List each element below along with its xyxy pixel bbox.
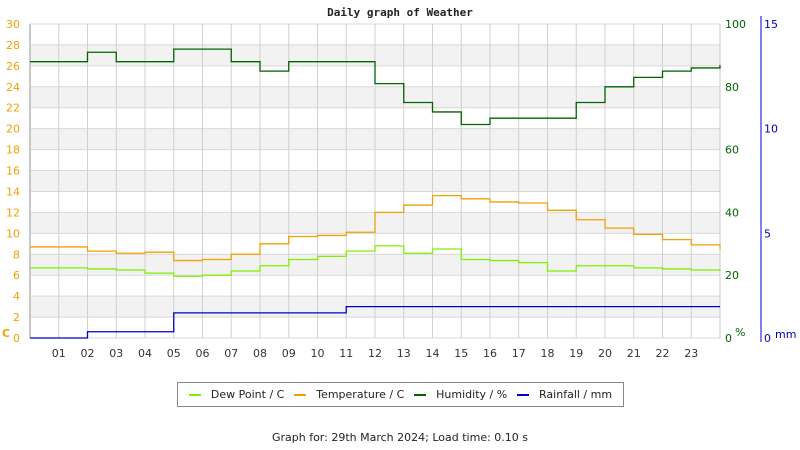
svg-text:40: 40 <box>725 206 739 219</box>
legend-item-temperature: Temperature / C <box>294 388 404 401</box>
svg-text:0: 0 <box>13 332 20 345</box>
chart-legend: Dew Point / C Temperature / C Humidity /… <box>177 382 624 407</box>
svg-text:30: 30 <box>6 18 20 31</box>
dew-point-line <box>30 245 721 277</box>
svg-text:15: 15 <box>764 18 778 31</box>
svg-text:%: % <box>735 326 745 339</box>
svg-text:17: 17 <box>512 347 526 360</box>
svg-text:28: 28 <box>6 39 20 52</box>
legend-item-rainfall: Rainfall / mm <box>517 388 612 401</box>
svg-text:11: 11 <box>339 347 353 360</box>
svg-text:15: 15 <box>454 347 468 360</box>
humidity-line <box>30 48 721 126</box>
svg-text:04: 04 <box>138 347 152 360</box>
footer-info: Graph for: 29th March 2024; Load time: 0… <box>271 431 529 444</box>
svg-text:06: 06 <box>196 347 210 360</box>
svg-text:16: 16 <box>6 165 20 178</box>
svg-text:16: 16 <box>483 347 497 360</box>
svg-text:12: 12 <box>368 347 382 360</box>
svg-text:09: 09 <box>282 347 296 360</box>
svg-text:03: 03 <box>109 347 123 360</box>
svg-text:10: 10 <box>764 123 778 136</box>
chart-title: Daily graph of Weather <box>327 6 473 19</box>
svg-text:6: 6 <box>13 269 20 282</box>
svg-text:20: 20 <box>725 269 739 282</box>
data-series <box>30 48 721 339</box>
svg-text:10: 10 <box>311 347 325 360</box>
legend-item-dew-point: Dew Point / C <box>188 388 285 401</box>
svg-text:21: 21 <box>627 347 641 360</box>
svg-text:19: 19 <box>569 347 583 360</box>
svg-text:C: C <box>2 327 10 340</box>
svg-text:100: 100 <box>725 18 746 31</box>
svg-text:80: 80 <box>725 81 739 94</box>
svg-text:08: 08 <box>253 347 267 360</box>
svg-text:24: 24 <box>6 81 20 94</box>
humidity-swatch <box>414 393 427 396</box>
svg-text:23: 23 <box>684 347 698 360</box>
svg-text:18: 18 <box>6 144 20 157</box>
svg-text:0: 0 <box>725 332 732 345</box>
svg-text:22: 22 <box>656 347 670 360</box>
legend-label: Rainfall / mm <box>539 388 613 401</box>
svg-text:05: 05 <box>167 347 181 360</box>
svg-text:5: 5 <box>764 227 771 240</box>
svg-text:mm: mm <box>775 328 796 341</box>
svg-text:26: 26 <box>6 60 20 73</box>
rainfall-line <box>30 305 720 339</box>
dew-point-swatch <box>188 393 201 396</box>
svg-text:8: 8 <box>13 248 20 261</box>
svg-text:20: 20 <box>598 347 612 360</box>
legend-item-humidity: Humidity / % <box>414 388 507 401</box>
legend-label: Temperature / C <box>316 388 405 401</box>
legend-label: Dew Point / C <box>210 388 285 401</box>
temperature-swatch <box>294 393 307 396</box>
svg-text:4: 4 <box>13 290 20 303</box>
svg-text:12: 12 <box>6 206 20 219</box>
svg-text:01: 01 <box>52 347 66 360</box>
svg-text:07: 07 <box>224 347 238 360</box>
svg-text:18: 18 <box>541 347 555 360</box>
svg-text:0: 0 <box>764 332 771 345</box>
svg-text:14: 14 <box>426 347 440 360</box>
svg-text:22: 22 <box>6 102 20 115</box>
svg-text:20: 20 <box>6 123 20 136</box>
grid-lines <box>29 23 721 339</box>
rainfall-swatch <box>517 393 530 396</box>
legend-label: Humidity / % <box>436 388 508 401</box>
svg-text:13: 13 <box>397 347 411 360</box>
svg-text:60: 60 <box>725 144 739 157</box>
svg-text:2: 2 <box>13 311 20 324</box>
svg-text:02: 02 <box>81 347 95 360</box>
temperature-line <box>30 195 721 262</box>
svg-text:10: 10 <box>6 227 20 240</box>
svg-text:14: 14 <box>6 185 20 198</box>
